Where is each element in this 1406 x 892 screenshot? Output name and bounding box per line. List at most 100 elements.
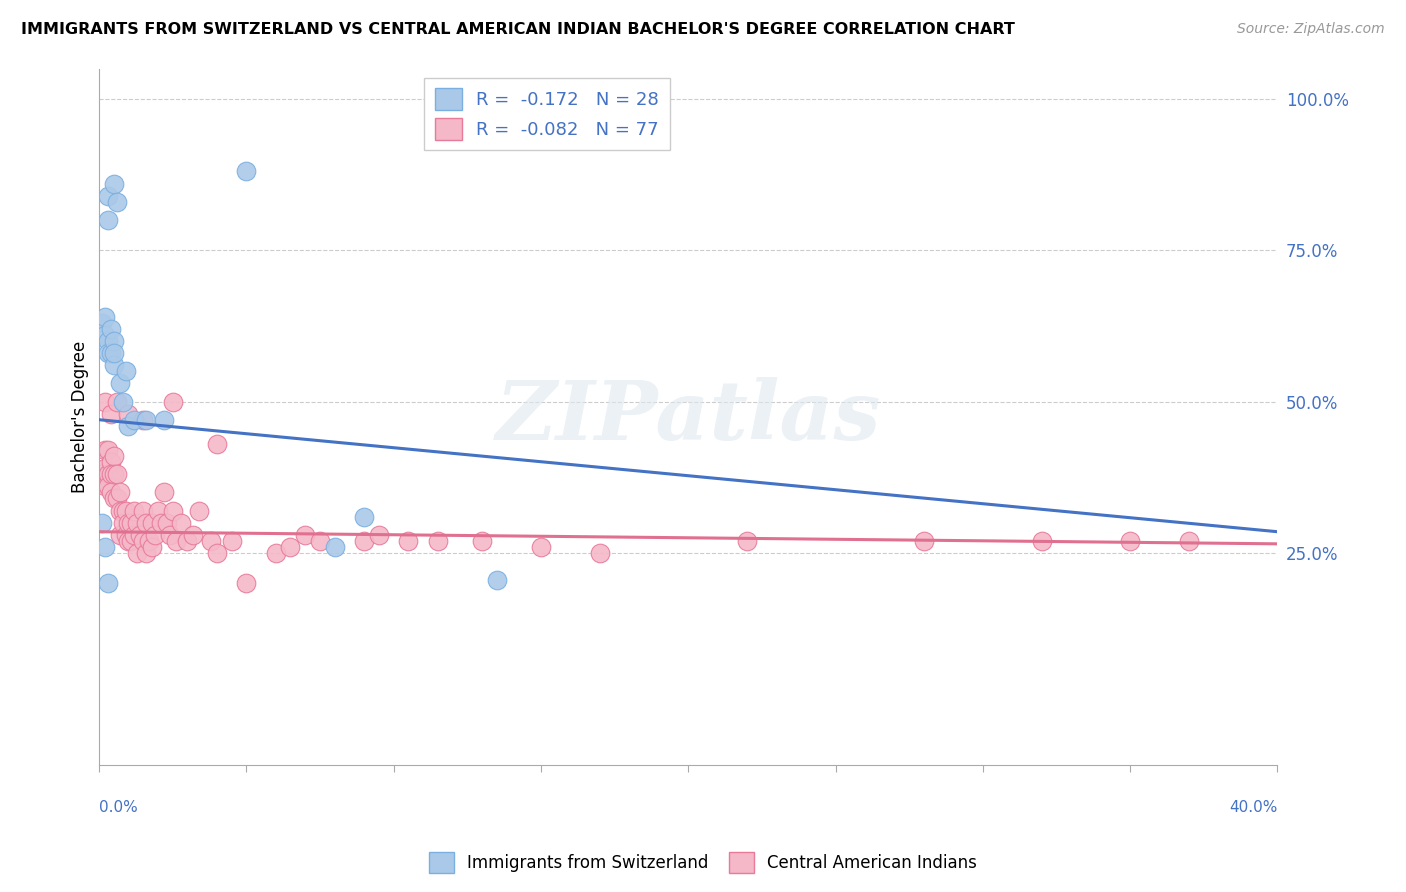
Point <box>176 533 198 548</box>
Point <box>280 540 302 554</box>
Point <box>471 533 494 548</box>
Legend: R =  -0.172   N = 28, R =  -0.082   N = 77: R = -0.172 N = 28, R = -0.082 N = 77 <box>423 78 669 151</box>
Point <box>132 533 155 548</box>
Point <box>530 540 553 554</box>
Point <box>735 533 758 548</box>
Point <box>103 358 125 372</box>
Point <box>103 467 125 482</box>
Point <box>165 533 187 548</box>
Point <box>200 533 222 548</box>
Point <box>188 503 211 517</box>
Point <box>94 310 117 324</box>
Point <box>103 491 125 506</box>
Point <box>124 503 146 517</box>
Point <box>485 573 508 587</box>
Point <box>309 533 332 548</box>
Point <box>94 540 117 554</box>
Point <box>396 533 419 548</box>
Point <box>149 516 172 530</box>
Point <box>235 164 257 178</box>
Text: 40.0%: 40.0% <box>1229 799 1278 814</box>
Point <box>105 467 128 482</box>
Point <box>117 407 139 421</box>
Point <box>105 194 128 209</box>
Point <box>94 327 117 342</box>
Point <box>97 346 120 360</box>
Legend: Immigrants from Switzerland, Central American Indians: Immigrants from Switzerland, Central Ame… <box>422 846 984 880</box>
Point <box>120 516 142 530</box>
Point <box>159 527 181 541</box>
Point <box>156 516 179 530</box>
Point <box>127 546 149 560</box>
Point <box>100 485 122 500</box>
Point <box>153 413 176 427</box>
Point <box>181 527 204 541</box>
Point <box>94 394 117 409</box>
Point <box>353 509 375 524</box>
Point <box>153 485 176 500</box>
Point <box>135 516 157 530</box>
Point <box>141 516 163 530</box>
Point <box>108 485 131 500</box>
Point <box>294 527 316 541</box>
Point <box>100 455 122 469</box>
Point <box>127 516 149 530</box>
Point <box>105 491 128 506</box>
Y-axis label: Bachelor's Degree: Bachelor's Degree <box>72 341 89 492</box>
Point <box>97 576 120 591</box>
Point <box>100 346 122 360</box>
Point <box>94 479 117 493</box>
Point <box>91 467 114 482</box>
Point <box>117 533 139 548</box>
Point <box>132 503 155 517</box>
Point <box>1119 533 1142 548</box>
Point <box>97 479 120 493</box>
Point <box>1031 533 1053 548</box>
Point <box>589 546 612 560</box>
Point <box>323 540 346 554</box>
Point <box>146 503 169 517</box>
Point <box>111 503 134 517</box>
Text: Source: ZipAtlas.com: Source: ZipAtlas.com <box>1237 22 1385 37</box>
Text: IMMIGRANTS FROM SWITZERLAND VS CENTRAL AMERICAN INDIAN BACHELOR'S DEGREE CORRELA: IMMIGRANTS FROM SWITZERLAND VS CENTRAL A… <box>21 22 1015 37</box>
Point <box>143 527 166 541</box>
Point <box>353 533 375 548</box>
Point <box>170 516 193 530</box>
Point <box>100 407 122 421</box>
Point <box>103 449 125 463</box>
Point <box>91 316 114 330</box>
Point <box>138 533 160 548</box>
Point <box>103 346 125 360</box>
Point <box>111 516 134 530</box>
Point <box>97 188 120 202</box>
Point <box>141 540 163 554</box>
Point <box>105 394 128 409</box>
Point <box>129 527 152 541</box>
Point <box>108 376 131 391</box>
Point <box>426 533 449 548</box>
Point <box>97 334 120 348</box>
Point <box>94 442 117 457</box>
Point <box>108 503 131 517</box>
Point <box>205 546 228 560</box>
Point <box>117 418 139 433</box>
Point <box>97 467 120 482</box>
Point <box>103 334 125 348</box>
Point <box>108 527 131 541</box>
Point <box>124 413 146 427</box>
Text: 0.0%: 0.0% <box>98 799 138 814</box>
Point <box>91 516 114 530</box>
Point <box>221 533 243 548</box>
Point <box>1178 533 1201 548</box>
Point <box>235 576 257 591</box>
Point <box>205 437 228 451</box>
Point <box>117 516 139 530</box>
Point <box>114 503 136 517</box>
Point <box>120 533 142 548</box>
Point <box>367 527 389 541</box>
Point <box>135 413 157 427</box>
Point <box>100 322 122 336</box>
Point <box>97 442 120 457</box>
Point <box>162 394 184 409</box>
Text: ZIPatlas: ZIPatlas <box>495 376 882 457</box>
